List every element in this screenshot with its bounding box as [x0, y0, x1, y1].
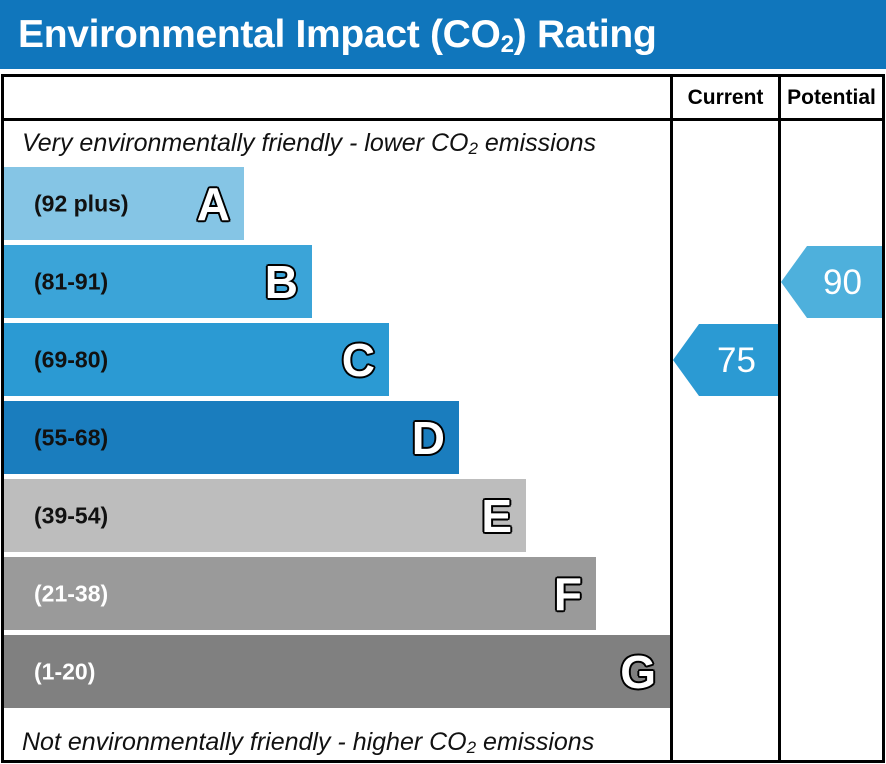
- page-title-suffix: ) Rating: [513, 12, 657, 56]
- rating-band-g: (1-20) G: [4, 635, 670, 708]
- rating-band-c: (69-80) C: [4, 323, 389, 396]
- current-rating-value: 75: [717, 340, 756, 380]
- band-range-e: (39-54): [34, 502, 109, 528]
- band-letter-d: D: [411, 411, 447, 464]
- band-letter-f: F: [553, 567, 584, 620]
- band-range-b: (81-91): [34, 268, 109, 294]
- caption-top-prefix: Very environmentally friendly - lower CO: [22, 129, 469, 157]
- page-title: Environmental Impact (CO2) Rating: [18, 12, 657, 58]
- caption-top: Very environmentally friendly - lower CO…: [22, 129, 662, 158]
- caption-bottom: Not environmentally friendly - higher CO…: [22, 728, 662, 757]
- band-letter-a: A: [196, 177, 232, 230]
- rating-band-f: (21-38) F: [4, 557, 596, 630]
- rating-band-e: (39-54) E: [4, 479, 526, 552]
- column-header-potential: Potential: [787, 86, 876, 109]
- chart-title-bar: Environmental Impact (CO2) Rating: [0, 0, 886, 69]
- page-title-subscript: 2: [500, 30, 514, 58]
- caption-top-suffix: emissions: [477, 129, 597, 157]
- chart-table-body: Current Potential Very environmentally f…: [1, 74, 885, 763]
- rating-band-d: (55-68) D: [4, 401, 459, 474]
- column-divider-current: [670, 77, 673, 760]
- band-letter-b: B: [264, 255, 300, 308]
- caption-bottom-prefix: Not environmentally friendly - higher CO: [22, 728, 467, 756]
- caption-bottom-subscript: 2: [466, 738, 477, 758]
- rating-band-a: (92 plus) A: [4, 167, 244, 240]
- potential-rating-value: 90: [823, 262, 862, 302]
- band-letter-e: E: [480, 489, 513, 542]
- page-title-prefix: Environmental Impact (CO: [18, 12, 501, 56]
- caption-top-subscript: 2: [468, 139, 478, 159]
- potential-rating-arrow: 90: [781, 246, 882, 318]
- caption-bottom-suffix: emissions: [476, 728, 595, 756]
- band-range-f: (21-38): [34, 580, 109, 606]
- band-letter-g: G: [619, 645, 657, 698]
- column-header-current: Current: [687, 86, 764, 109]
- band-range-d: (55-68): [34, 424, 109, 450]
- rating-band-b: (81-91) B: [4, 245, 312, 318]
- column-divider-potential: [778, 77, 781, 760]
- table-header-row: Current Potential: [4, 77, 882, 121]
- current-rating-arrow: 75: [673, 324, 778, 396]
- band-letter-c: C: [341, 333, 377, 386]
- band-range-a: (92 plus): [34, 190, 129, 216]
- band-range-g: (1-20): [34, 658, 96, 684]
- rating-bands-panel: Very environmentally friendly - lower CO…: [4, 121, 670, 763]
- band-range-c: (69-80): [34, 346, 109, 372]
